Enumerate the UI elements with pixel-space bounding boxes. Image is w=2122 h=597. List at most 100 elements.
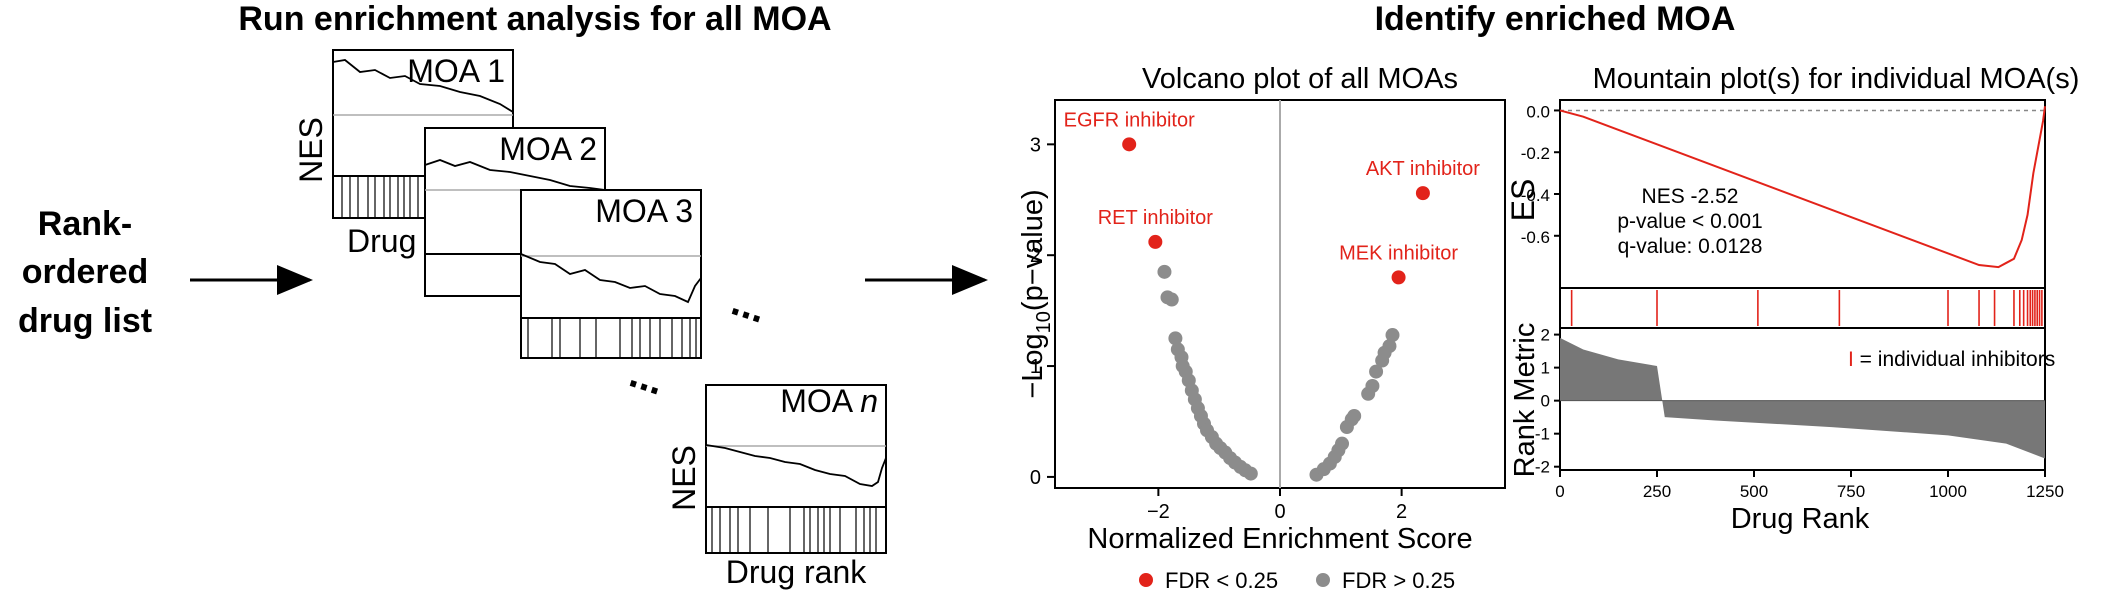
volcano-point-label: RET inhibitor: [1098, 207, 1214, 229]
mountain-stat-nes: NES -2.52: [1642, 185, 1739, 208]
input-label-line-1: Rank-: [38, 205, 132, 243]
volcano-point-sig: [1391, 270, 1406, 285]
volcano-y-label-post: (p−value): [1017, 189, 1049, 311]
moa-panel-n: MOA n NES Drug rank: [666, 383, 887, 590]
drug-rank-x-tick-label: 250: [1643, 482, 1671, 501]
volcano-plot: Volcano plot of all MOAs −2 0 2 0 1 2 3 EGFR i…: [1017, 63, 1506, 593]
rank-metric-y-tick-label: -1: [1535, 425, 1550, 444]
volcano-point-nonsig: [1335, 436, 1350, 451]
volcano-x-tick-label: 0: [1274, 501, 1285, 523]
rank-metric-fill: [1560, 337, 2045, 459]
volcano-point-nonsig: [1385, 328, 1400, 343]
mountain-stat-qvalue: q-value: 0.0128: [1618, 235, 1763, 258]
volcano-point-nonsig: [1347, 408, 1362, 423]
moa-panel-1-nes-label: NES: [293, 117, 329, 183]
moa-panel-3-hits: [527, 318, 697, 358]
volcano-point-sig: [1122, 137, 1137, 152]
moa-panel-n-nes-label: NES: [666, 445, 702, 511]
drug-rank-ticks: 0 250 500 750 1000 1250: [1555, 470, 2064, 501]
volcano-y-tick-label: 1: [1030, 356, 1041, 378]
drug-rank-axis-label: Drug Rank: [1731, 503, 1870, 535]
volcano-point-sig: [1148, 234, 1163, 249]
ellipsis-1: ...: [726, 280, 771, 332]
moa-panel-1-curve: [332, 59, 514, 113]
rank-metric-y-tick-label: 2: [1541, 326, 1550, 345]
mountain-plot: Mountain plot(s) for individual MOA(s) 0…: [1505, 63, 2079, 535]
mountain-hits-frame: [1559, 287, 2046, 329]
moa-panel-n-title-italic: n: [860, 383, 878, 419]
moa-panel-2-title: MOA 2: [499, 131, 597, 167]
volcano-y-label-pre: −Log: [1017, 333, 1049, 398]
volcano-ticks: −2 0 2 0 1 2 3: [1030, 134, 1407, 523]
moa-panel-n-title-prefix: MOA: [780, 383, 860, 419]
es-y-tick-label: 0.0: [1526, 102, 1550, 121]
volcano-x-axis-label: Normalized Enrichment Score: [1087, 523, 1472, 555]
moa-panel-3-title: MOA 3: [595, 193, 693, 229]
volcano-x-tick-label: −2: [1147, 501, 1170, 523]
volcano-point-nonsig: [1164, 292, 1179, 307]
volcano-point-label: EGFR inhibitor: [1064, 109, 1195, 131]
input-label-line-3: drug list: [18, 302, 152, 340]
rank-metric-y-tick-label: -2: [1535, 458, 1550, 477]
es-y-tick-label: -0.6: [1521, 228, 1550, 247]
input-label-line-2: ordered: [22, 253, 149, 291]
legend-nonsig-marker: [1316, 573, 1330, 587]
moa-panel-n-title: MOA n: [780, 383, 878, 419]
drug-rank-x-tick-label: 500: [1740, 482, 1768, 501]
legend-sig-label: FDR < 0.25: [1165, 568, 1278, 592]
volcano-y-tick-label: 2: [1030, 245, 1041, 267]
rank-metric-y-tick-label: 1: [1541, 359, 1550, 378]
hit-legend-mark: I: [1848, 348, 1854, 371]
volcano-y-tick-label: 0: [1030, 467, 1041, 489]
volcano-point-nonsig: [1243, 466, 1258, 481]
drug-rank-x-tick-label: 1250: [2026, 482, 2064, 501]
es-y-tick-label: -0.4: [1521, 186, 1550, 205]
input-label: Rank- ordered drug list: [18, 205, 152, 340]
volcano-points: [1122, 137, 1430, 482]
volcano-point-nonsig: [1157, 264, 1172, 279]
volcano-point-nonsig: [1365, 379, 1380, 394]
hit-legend-text: = individual inhibitors: [1854, 348, 2055, 371]
ellipsis-2: ...: [624, 352, 669, 404]
volcano-point-label: MEK inhibitor: [1339, 242, 1458, 264]
drug-rank-x-tick-label: 0: [1555, 482, 1564, 501]
volcano-y-label-sub: 10: [1033, 311, 1055, 333]
moa-panel-1-title: MOA 1: [407, 53, 505, 89]
rank-metric-axis-label: Rank Metric: [1509, 323, 1541, 478]
rank-metric-ticks: 2 1 0 -1 -2: [1535, 326, 1560, 477]
volcano-y-tick-label: 3: [1030, 134, 1041, 156]
rank-metric-y-tick-label: 0: [1541, 392, 1550, 411]
mountain-title: Mountain plot(s) for individual MOA(s): [1593, 63, 2080, 95]
moa-panel-2-curve: [424, 159, 606, 191]
legend-sig-marker: [1139, 573, 1153, 587]
volcano-point-labels: EGFR inhibitor RET inhibitor AKT inhibitor…: [1064, 109, 1481, 264]
legend-nonsig-label: FDR > 0.25: [1342, 568, 1455, 592]
volcano-point-nonsig: [1369, 364, 1384, 379]
volcano-x-tick-label: 2: [1396, 501, 1407, 523]
moa-panel-n-hits: [711, 507, 877, 553]
es-y-tick-label: -0.2: [1521, 144, 1550, 163]
hit-lines: [1570, 290, 2043, 326]
volcano-y-axis-label: −Log10(p−value): [1017, 189, 1055, 398]
es-curve-line: [1559, 106, 2046, 269]
volcano-point-nonsig: [1168, 331, 1183, 346]
es-curve: [1559, 106, 2046, 269]
right-heading: Identify enriched MOA: [1375, 0, 1736, 38]
mountain-hit-legend: I = individual inhibitors: [1848, 348, 2055, 371]
mountain-stat-pvalue: p-value < 0.001: [1617, 210, 1762, 233]
es-ticks: 0.0 -0.2 -0.4 -0.6: [1521, 102, 2045, 247]
moa-panel-n-drug-rank-label: Drug rank: [726, 554, 868, 590]
moa-panel-2-drug-label: Drug: [347, 223, 416, 259]
moa-panel-n-curve: [705, 444, 887, 487]
left-heading: Run enrichment analysis for all MOA: [238, 0, 831, 38]
volcano-point-nonsig: [1382, 339, 1397, 354]
moa-panel-1-hits: [341, 176, 419, 218]
volcano-legend: FDR < 0.25 FDR > 0.25: [1139, 568, 1455, 593]
rank-metric-area: [1560, 337, 2045, 459]
es-axis-label: ES: [1505, 179, 1541, 222]
volcano-point-label: AKT inhibitor: [1366, 158, 1480, 180]
volcano-title: Volcano plot of all MOAs: [1142, 63, 1458, 95]
drug-rank-x-tick-label: 750: [1837, 482, 1865, 501]
